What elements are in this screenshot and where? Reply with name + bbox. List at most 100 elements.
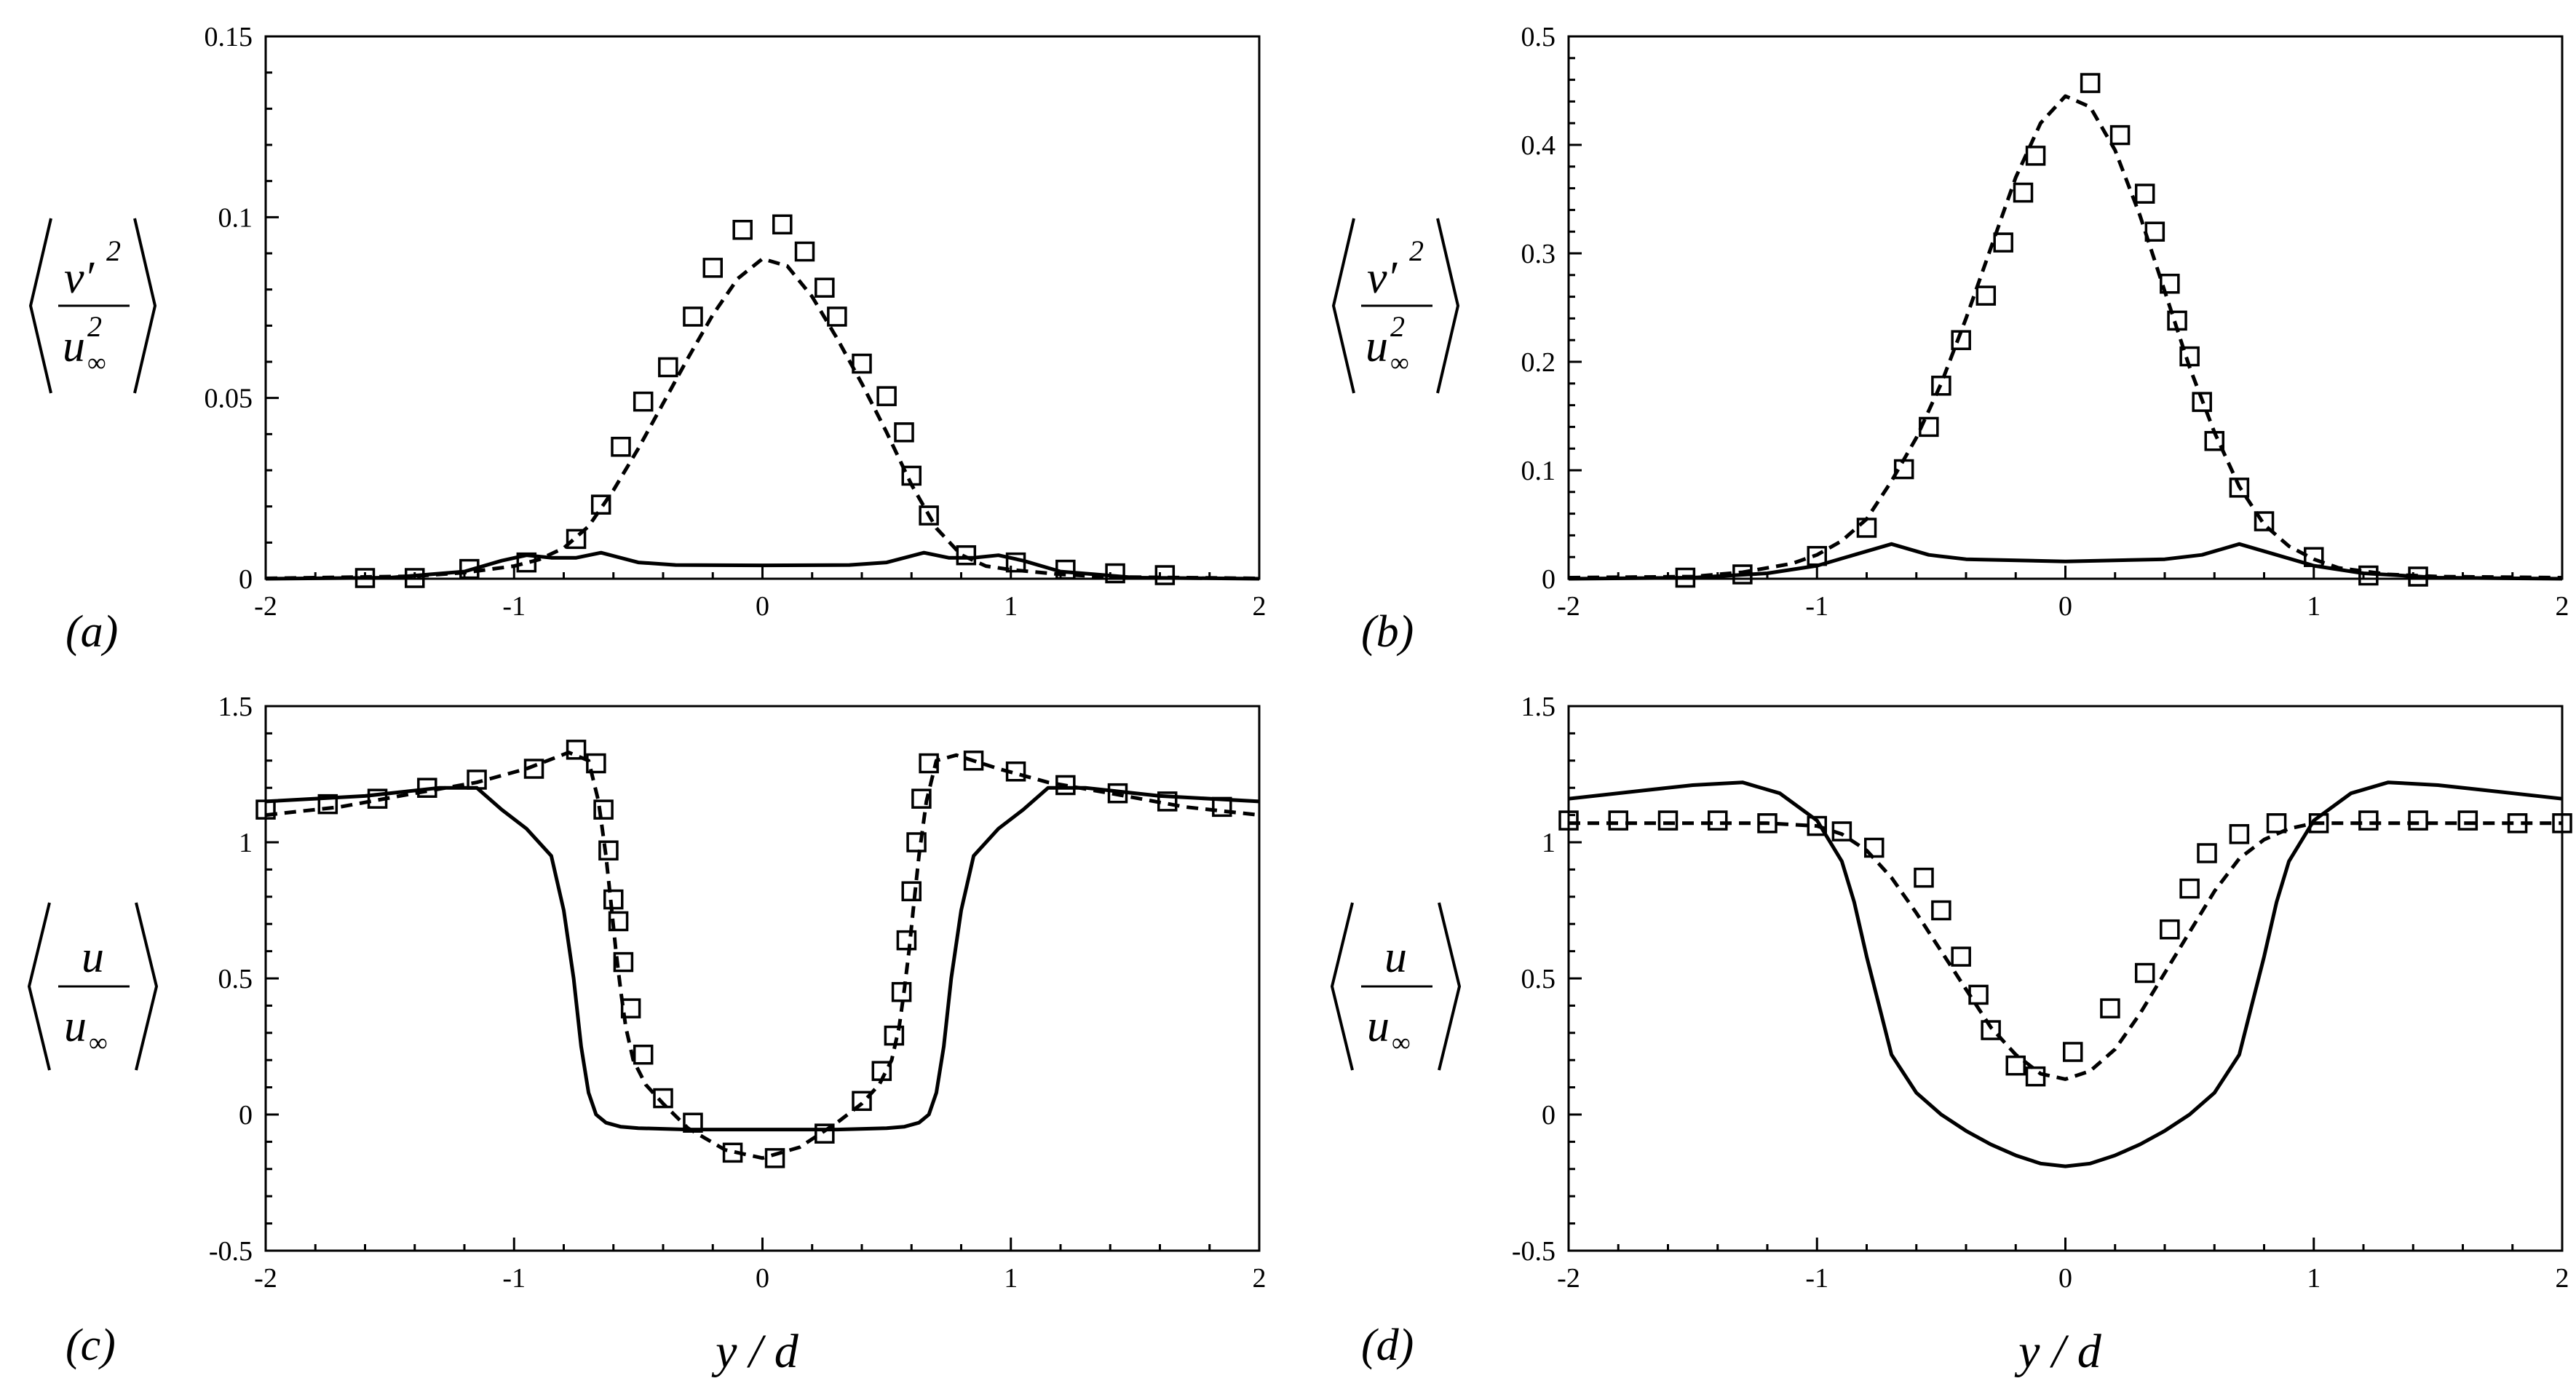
angle-bracket-left <box>27 902 51 1071</box>
y-tick-label: 0.5 <box>218 964 253 994</box>
y-tick-label: -0.5 <box>209 1236 253 1267</box>
data-point-square <box>1657 810 1679 831</box>
angle-bracket-right <box>1438 902 1462 1071</box>
data-point-square <box>2025 1066 2046 1087</box>
plot-frame-d <box>1567 705 2564 1252</box>
data-point-square <box>1993 232 2013 253</box>
x-tick-label: -2 <box>254 591 277 622</box>
data-point-square <box>1919 416 1939 438</box>
x-axis-label-c: y / d <box>711 1325 799 1378</box>
data-point-square <box>1708 810 1728 831</box>
y-label-denominator-sup: 2 <box>87 310 102 343</box>
series-line-dashed <box>265 257 1260 580</box>
data-point-square <box>1914 867 1934 888</box>
data-point-square <box>2457 810 2478 831</box>
data-point-square <box>1157 791 1178 812</box>
data-point-square <box>516 552 537 573</box>
angle-bracket-left <box>1331 218 1355 394</box>
data-point-square <box>2179 346 2200 367</box>
data-point-square <box>764 1148 785 1168</box>
data-point-square <box>1105 563 1125 584</box>
data-point-square <box>1951 946 1971 967</box>
data-point-square <box>2062 1042 2083 1062</box>
series-line-dashed <box>1569 821 2562 1081</box>
y-tick-label: 0.2 <box>1521 347 1556 378</box>
data-point-square <box>2308 813 2329 834</box>
x-tick-label: 0 <box>2058 1263 2072 1294</box>
data-point-square <box>2192 392 2212 412</box>
data-point-square <box>613 951 634 973</box>
data-point-square <box>459 558 480 579</box>
data-point-square <box>911 788 932 809</box>
series-line-solid <box>265 550 1260 581</box>
data-point-square <box>702 258 723 278</box>
data-point-square <box>354 568 376 588</box>
y-tick-label: 0.5 <box>1521 22 1556 52</box>
series-line-solid <box>265 785 1260 1132</box>
y-tick-label: 0 <box>239 1100 253 1131</box>
x-tick-label: 0 <box>2058 591 2072 622</box>
data-point-square <box>896 930 917 951</box>
data-point-square <box>871 1061 892 1081</box>
y-label-denominator-sub: ∞ <box>87 348 106 377</box>
y-tick-label: 0 <box>239 564 253 595</box>
data-point-square <box>1558 810 1579 831</box>
y-tick-label: 0 <box>1542 564 1555 595</box>
series-line-solid <box>1568 542 2563 581</box>
data-point-square <box>590 494 611 515</box>
angle-bracket-left <box>1330 902 1354 1071</box>
x-tick-label: -1 <box>502 591 526 622</box>
data-point-square <box>1951 330 1971 350</box>
data-point-square <box>683 306 703 327</box>
panel-label-c: (c) <box>66 1321 116 1370</box>
x-tick-label: 1 <box>2307 1263 2321 1294</box>
data-point-square <box>894 422 914 443</box>
data-point-square <box>2408 810 2428 831</box>
y-label-numerator: u <box>1384 933 1407 982</box>
y-label-denominator-sub: ∞ <box>1390 348 1409 377</box>
data-point-square <box>620 998 641 1018</box>
series-line-dashed <box>265 751 1260 1160</box>
data-point-square <box>417 777 437 798</box>
data-point-square <box>2197 843 2217 863</box>
data-point-square <box>815 277 835 298</box>
y-axis-label-d: u u ∞ <box>1330 902 1462 1071</box>
y-tick-label: 0.1 <box>218 202 253 233</box>
data-point-square <box>901 465 922 486</box>
data-point-square <box>586 753 606 774</box>
data-point-square <box>467 769 487 790</box>
data-point-square <box>2144 221 2165 242</box>
y-label-numerator-sup: 2 <box>1409 234 1424 267</box>
data-point-square <box>2109 124 2131 146</box>
panel-a: v′ 2 u 2 ∞ (a) 0 0.05 0.1 0.15 -2 -1 0 1 2 <box>28 22 1267 657</box>
panel-c: u u ∞ (c) y / d -0.5 0 0.5 1 1.5 -2 -1 0 1 2 <box>27 692 1267 1378</box>
data-point-square <box>598 840 619 860</box>
data-point-square <box>794 241 815 262</box>
data-point-square <box>608 911 629 932</box>
data-point-square <box>367 788 388 809</box>
data-point-square <box>593 799 614 820</box>
data-point-square <box>2266 813 2287 834</box>
y-tick-label: 0.1 <box>1521 456 1556 486</box>
x-tick-label: -1 <box>1805 591 1828 622</box>
plot-frame-b <box>1567 35 2564 580</box>
x-tick-label: -1 <box>502 1263 526 1294</box>
data-point-square <box>1757 813 1778 834</box>
data-point-square <box>683 1112 703 1133</box>
data-point-square <box>603 889 624 910</box>
panel-label-a: (a) <box>66 607 118 657</box>
y-tick-label: 0.5 <box>1521 964 1556 994</box>
data-point-square <box>2507 813 2528 834</box>
y-tick-label: 1.5 <box>218 692 253 722</box>
data-point-square <box>919 753 939 774</box>
data-point-square <box>2134 962 2155 984</box>
data-point-square <box>852 353 872 374</box>
data-point-square <box>611 436 631 457</box>
data-point-square <box>1807 545 1827 566</box>
x-tick-label: 0 <box>756 591 769 622</box>
data-point-square <box>1212 796 1232 818</box>
data-point-square <box>1732 564 1753 585</box>
angle-bracket-left <box>28 218 52 394</box>
data-point-square <box>884 1025 905 1046</box>
data-point-square <box>405 568 425 588</box>
